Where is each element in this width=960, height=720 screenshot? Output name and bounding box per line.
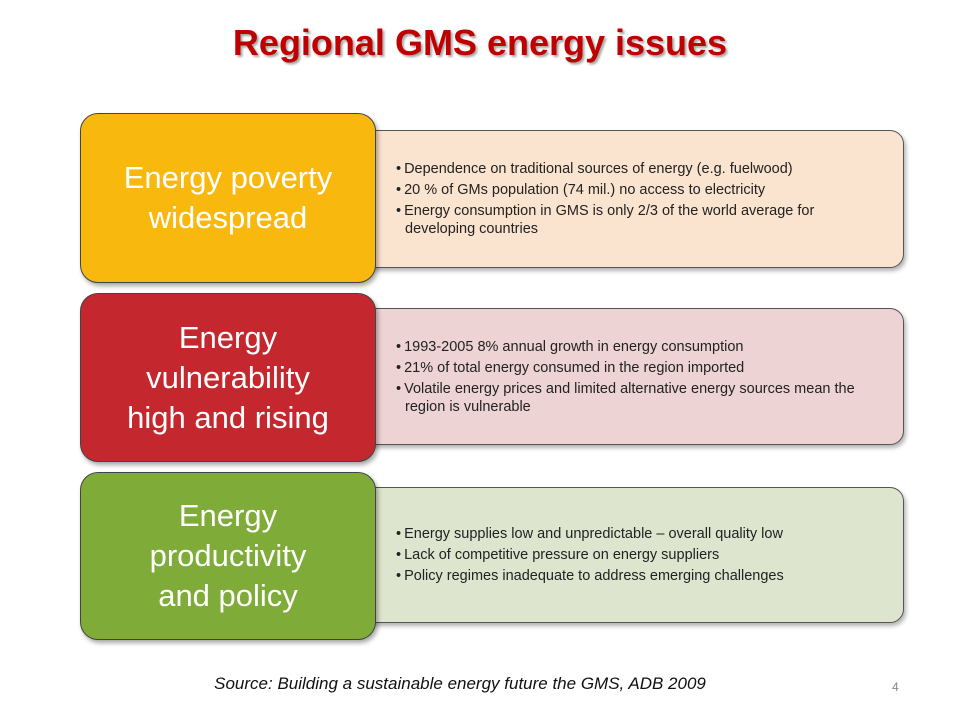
issue-details: Energy supplies low and unpredictable – …	[345, 487, 904, 623]
bullet-item: Volatile energy prices and limited alter…	[396, 380, 887, 416]
issue-heading: Energy poverty widespread	[80, 113, 376, 283]
bullet-list: Energy supplies low and unpredictable – …	[386, 522, 784, 588]
heading-line: Energy	[178, 319, 278, 355]
page-number: 4	[892, 680, 899, 694]
bullet-item: Energy consumption in GMS is only 2/3 of…	[396, 202, 887, 238]
bullet-list: Dependence on traditional sources of ene…	[386, 157, 887, 241]
issue-heading: Energy vulnerability high and rising	[80, 293, 376, 462]
slide-title: Regional GMS energy issues	[232, 22, 728, 63]
issue-row: Energy supplies low and unpredictable – …	[80, 472, 904, 640]
bullet-item: 1993-2005 8% annual growth in energy con…	[396, 338, 887, 356]
heading-line: and policy	[158, 578, 298, 613]
bullet-list: 1993-2005 8% annual growth in energy con…	[386, 335, 887, 419]
heading-line: productivity	[149, 538, 307, 573]
source-note: Source: Building a sustainable energy fu…	[214, 674, 706, 693]
bullet-item: Dependence on traditional sources of ene…	[396, 160, 887, 178]
heading-line: Energy	[178, 498, 278, 533]
issue-row: Dependence on traditional sources of ene…	[80, 113, 904, 283]
issue-details: Dependence on traditional sources of ene…	[345, 130, 904, 268]
heading-line: Energy poverty	[123, 160, 333, 195]
issue-row: 1993-2005 8% annual growth in energy con…	[80, 293, 904, 462]
issue-details: 1993-2005 8% annual growth in energy con…	[345, 308, 904, 445]
bullet-item: Lack of competitive pressure on energy s…	[396, 546, 784, 564]
bullet-item: Policy regimes inadequate to address eme…	[396, 567, 784, 585]
bullet-item: 21% of total energy consumed in the regi…	[396, 359, 887, 377]
heading-line: high and rising	[127, 399, 329, 435]
issue-heading: Energy productivity and policy	[80, 472, 376, 640]
heading-line: vulnerability	[146, 359, 310, 395]
bullet-item: Energy supplies low and unpredictable – …	[396, 525, 784, 543]
heading-line: widespread	[148, 200, 308, 235]
bullet-item: 20 % of GMs population (74 mil.) no acce…	[396, 181, 887, 199]
